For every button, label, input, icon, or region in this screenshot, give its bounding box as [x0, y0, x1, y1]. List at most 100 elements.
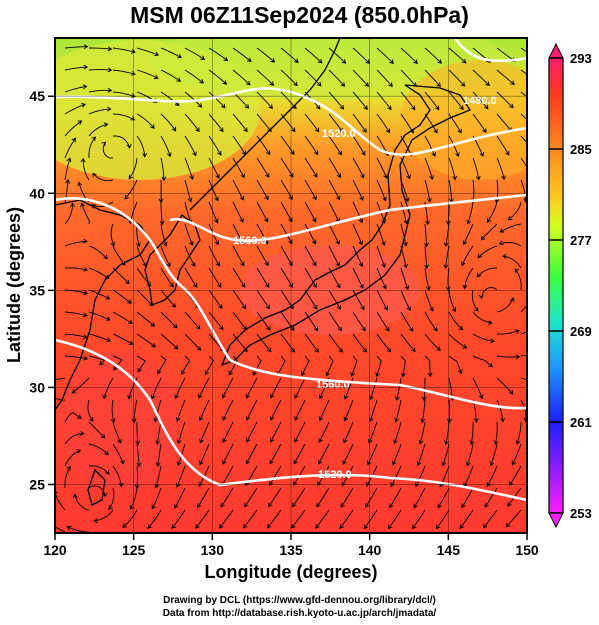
streamline-arrow: [317, 459, 323, 465]
streamline: [174, 487, 186, 509]
y-tick-label: 25: [29, 476, 45, 492]
streamline: [64, 450, 81, 467]
contour-label: 1480.0: [463, 95, 497, 107]
streamline-arrow: [172, 323, 178, 329]
streamline: [467, 201, 474, 224]
streamline: [304, 289, 318, 310]
streamline: [110, 223, 115, 246]
streamline: [232, 289, 247, 309]
streamline-arrow: [177, 53, 182, 59]
streamline: [487, 201, 498, 223]
streamline-arrow: [292, 502, 297, 508]
streamline: [112, 333, 134, 345]
streamline-arrow: [393, 439, 398, 445]
streamline: [486, 465, 498, 487]
streamline: [184, 223, 194, 246]
streamline-arrow: [241, 283, 246, 288]
streamline-arrow: [535, 102, 539, 106]
streamline: [472, 69, 490, 86]
streamline: [208, 91, 226, 109]
streamline-arrow: [363, 105, 368, 110]
streamline-arrow: [83, 44, 89, 50]
streamline-arrow: [462, 240, 468, 246]
streamline: [520, 69, 527, 75]
streamline-arrow: [425, 286, 431, 291]
streamline-arrow: [338, 127, 343, 133]
streamline-arrow: [427, 372, 433, 378]
streamline: [304, 267, 317, 288]
streamline: [502, 255, 522, 269]
streamline-arrow: [169, 282, 174, 288]
streamline-arrow: [120, 459, 125, 465]
streamline: [243, 509, 258, 529]
streamline: [436, 509, 450, 529]
streamline: [112, 267, 130, 284]
streamline-arrow: [336, 305, 341, 310]
streamline-arrow: [66, 526, 72, 531]
streamline-arrow: [368, 438, 373, 444]
streamline: [328, 179, 341, 200]
streamline-arrow: [83, 355, 89, 361]
streamline-arrow: [523, 197, 527, 203]
streamline-arrow: [91, 204, 96, 209]
streamline-arrow: [455, 152, 460, 158]
streamline-arrow: [505, 522, 511, 528]
streamline-arrow: [174, 394, 179, 400]
streamline-arrow: [127, 394, 132, 400]
streamline: [136, 135, 146, 157]
streamline-arrow: [130, 93, 136, 98]
streamline-arrow: [474, 306, 479, 312]
streamline: [64, 203, 74, 225]
streamline: [184, 113, 200, 132]
streamline: [509, 465, 522, 486]
streamline: [448, 135, 459, 157]
streamline: [88, 267, 109, 279]
streamline-arrow: [515, 354, 521, 360]
streamline: [232, 311, 247, 331]
streamline-arrow: [335, 240, 340, 245]
streamline-arrow: [452, 175, 458, 181]
streamline-arrow: [387, 105, 392, 111]
streamline: [222, 399, 234, 421]
streamline: [136, 69, 158, 79]
y-tick-label: 45: [29, 88, 45, 104]
streamline-arrow: [523, 417, 527, 423]
streamline: [520, 377, 527, 381]
streamline-arrow: [196, 346, 202, 351]
streamline: [102, 141, 114, 159]
streamline-arrow: [340, 502, 345, 508]
streamline-arrow: [80, 202, 85, 208]
y-axis-label: Latitude (degrees): [4, 207, 24, 363]
streamline: [423, 531, 426, 533]
streamline-arrow: [151, 504, 156, 510]
streamline: [352, 245, 363, 267]
streamline: [400, 223, 407, 246]
streamline-arrow: [358, 218, 364, 224]
colorbar-tick-label: 277: [570, 233, 592, 248]
streamline-arrow: [477, 253, 483, 259]
streamline: [183, 531, 186, 533]
streamline-arrow: [312, 283, 317, 289]
streamline: [496, 135, 510, 156]
streamline-arrow: [124, 194, 129, 200]
streamline: [232, 69, 251, 86]
streamline-arrow: [336, 173, 341, 179]
streamline-arrow: [93, 518, 98, 524]
streamline-arrow: [489, 461, 495, 467]
streamline-arrow: [128, 340, 134, 345]
streamline: [294, 421, 306, 443]
streamline: [199, 399, 210, 421]
streamline: [112, 245, 126, 266]
map-title: MSM 06Z11Sep2024 (850.0hPa): [130, 2, 469, 28]
streamline: [88, 136, 96, 159]
streamline-arrow: [289, 173, 294, 178]
streamline-arrow: [103, 254, 108, 260]
streamline: [160, 47, 182, 58]
streamline-arrow: [318, 394, 324, 400]
streamline-arrow: [313, 304, 318, 310]
streamline-arrow: [66, 157, 72, 163]
streamline-arrow: [294, 394, 299, 399]
streamline-arrow: [142, 152, 148, 158]
streamline-arrow: [161, 176, 167, 182]
streamline-arrow: [110, 418, 116, 424]
